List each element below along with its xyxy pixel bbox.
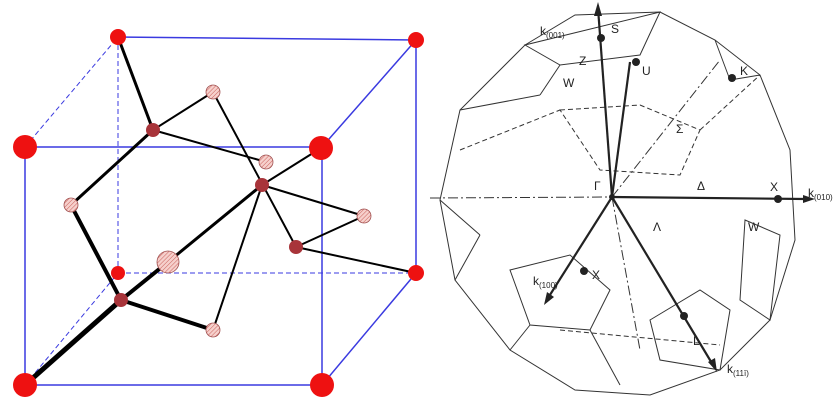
label-text: k <box>727 362 734 376</box>
label: W <box>748 220 760 234</box>
label-text: Δ <box>697 179 705 193</box>
label-text: W <box>563 76 575 90</box>
label-text: K <box>740 64 748 78</box>
label: S <box>611 22 619 36</box>
label-text: X <box>770 180 778 194</box>
label: Δ <box>697 179 705 193</box>
crystal-cell <box>13 29 424 397</box>
label: Γ <box>594 179 601 193</box>
label-text: Γ <box>594 179 601 193</box>
label-subscript: (11ī) <box>733 369 749 378</box>
label-text: L <box>693 334 700 348</box>
label-text: U <box>642 64 651 78</box>
label: L <box>693 334 700 348</box>
label: X <box>770 180 778 194</box>
label-text: X <box>592 268 600 282</box>
label-subscript: (010) <box>814 193 833 202</box>
label-subscript: (001) <box>546 31 565 40</box>
label: W <box>563 76 575 90</box>
label-text: S <box>611 22 619 36</box>
label: X <box>592 268 600 282</box>
label: Λ <box>653 220 661 234</box>
label-text: Z <box>579 54 586 68</box>
label-text: k <box>540 24 547 38</box>
brillouin-zone <box>429 2 815 396</box>
label: k(001) <box>540 24 565 40</box>
label-text: k <box>808 186 815 200</box>
label: U <box>642 64 651 78</box>
label: k(010) <box>808 186 833 202</box>
label-text: Σ <box>676 122 683 136</box>
label: k(11ī) <box>727 362 749 378</box>
label-text: W <box>748 220 760 234</box>
label-text: Λ <box>653 220 661 234</box>
label: Σ <box>676 122 683 136</box>
label-text: k <box>533 274 540 288</box>
label: Z <box>579 54 586 68</box>
label: k(100) <box>533 274 558 290</box>
label: K <box>740 64 748 78</box>
label-subscript: (100) <box>539 281 558 290</box>
